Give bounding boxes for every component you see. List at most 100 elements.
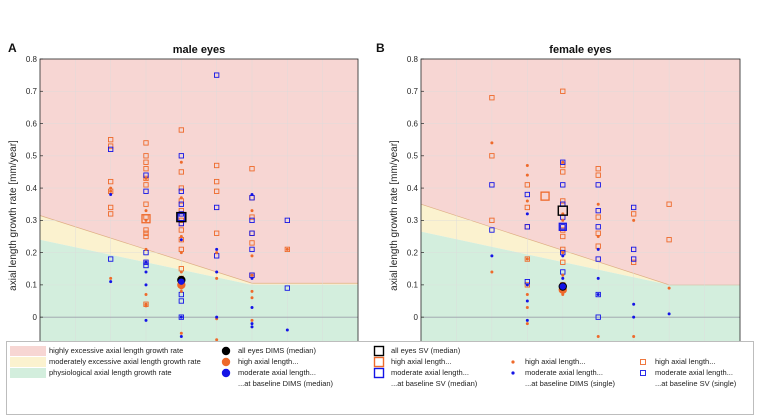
data-point	[561, 251, 565, 255]
legend-moderate-sv-single-label: moderate axial length...	[655, 368, 733, 377]
data-point	[144, 304, 148, 308]
data-point	[560, 259, 566, 265]
data-point	[595, 291, 601, 298]
y-tick-label: 0.7	[26, 87, 38, 96]
data-point	[490, 270, 494, 274]
data-point	[632, 218, 636, 222]
data-point	[525, 212, 529, 216]
data-point	[249, 166, 255, 172]
data-point	[667, 312, 671, 316]
data-point	[561, 276, 565, 280]
data-point	[144, 176, 148, 180]
data-point	[143, 153, 149, 159]
data-point	[144, 247, 148, 251]
data-point	[215, 315, 219, 319]
data-point	[490, 254, 494, 258]
y-tick-label: 0.1	[26, 281, 38, 290]
y-tick-label: 0.5	[407, 152, 419, 161]
data-point	[596, 234, 600, 238]
data-point	[285, 247, 289, 251]
data-point	[595, 182, 601, 188]
data-point	[560, 169, 566, 175]
data-point	[215, 276, 219, 280]
data-point	[666, 201, 672, 207]
data-point	[250, 296, 254, 300]
data-point	[179, 289, 183, 293]
data-point	[179, 335, 183, 339]
data-point	[178, 153, 184, 159]
y-tick-label: 0.4	[26, 184, 38, 193]
data-point	[179, 270, 183, 274]
data-point	[596, 247, 600, 251]
data-point	[540, 191, 550, 201]
data-point	[177, 212, 186, 222]
data-point	[561, 254, 565, 258]
y-tick-label: 0.3	[407, 216, 419, 225]
data-point	[250, 254, 254, 258]
data-point	[525, 318, 529, 322]
data-point	[179, 238, 183, 242]
y-tick-label: 0	[414, 313, 419, 322]
data-point	[632, 335, 636, 339]
data-point	[144, 283, 148, 287]
y-tick-label: 0	[33, 313, 38, 322]
legend-moderate-sv-single-label-2: ...at baseline SV (single)	[655, 379, 737, 388]
data-point	[214, 188, 220, 194]
data-point	[524, 224, 530, 230]
data-point	[525, 199, 529, 203]
legend-all-dims-median-marker	[221, 346, 231, 356]
data-point	[489, 182, 495, 188]
data-point	[667, 286, 671, 290]
legend-moderate-sv-median-label: moderate axial length...	[391, 368, 469, 377]
legend-high-sv-single-label: high axial length...	[655, 357, 716, 366]
data-point	[215, 338, 219, 342]
data-point	[558, 222, 567, 231]
data-point	[108, 256, 114, 262]
y-tick-label: 0.8	[26, 55, 38, 64]
data-point	[109, 189, 113, 193]
data-point	[524, 256, 530, 262]
data-point	[284, 217, 290, 223]
data-point	[178, 314, 184, 320]
data-point	[595, 208, 601, 214]
data-point	[179, 234, 183, 238]
data-point	[525, 257, 529, 261]
data-point	[632, 315, 636, 319]
data-point	[250, 289, 254, 293]
data-point	[596, 202, 600, 206]
data-point	[143, 227, 149, 233]
zone-moderately-excessive	[421, 204, 740, 285]
legend-all-sv-median-marker	[373, 345, 385, 357]
legend-moderate-dims-single-label-2: ...at baseline DIMS (single)	[525, 379, 616, 388]
data-point	[250, 276, 254, 280]
y-tick-label: 0.6	[26, 119, 38, 128]
data-point	[178, 298, 184, 304]
data-point	[109, 193, 113, 197]
legend-zone-red-label: highly excessive axial length growth rat…	[49, 346, 184, 355]
y-tick-label: 0.5	[26, 152, 38, 161]
data-point	[178, 278, 185, 285]
data-point	[560, 159, 566, 165]
data-point	[108, 137, 114, 143]
panel-b-letter: B	[376, 41, 385, 55]
data-point	[214, 178, 220, 185]
data-point	[249, 230, 255, 236]
zone-physiological	[40, 239, 358, 372]
data-point	[250, 325, 254, 329]
legend-high-sv-median-label: high axial length...	[391, 357, 452, 366]
data-point	[596, 276, 600, 280]
y-tick-label: 0.8	[407, 55, 419, 64]
legend-moderate-dims-median-label: moderate axial length...	[238, 368, 316, 377]
data-point	[179, 331, 183, 335]
legend-all-dims-median-label: all eyes DIMS (median)	[238, 346, 316, 355]
chart-panel-male: 78910111213141516-0.100.10.20.30.40.50.6…	[8, 44, 363, 397]
legend-high-sv-single-marker	[640, 359, 646, 365]
data-point	[524, 282, 530, 288]
data-point	[490, 141, 494, 145]
data-point	[250, 273, 254, 277]
y-tick-label: 0.6	[407, 119, 419, 128]
legend-zone-red-swatch	[10, 346, 46, 356]
data-point	[524, 191, 530, 198]
data-point	[561, 273, 565, 277]
data-point	[109, 280, 113, 284]
